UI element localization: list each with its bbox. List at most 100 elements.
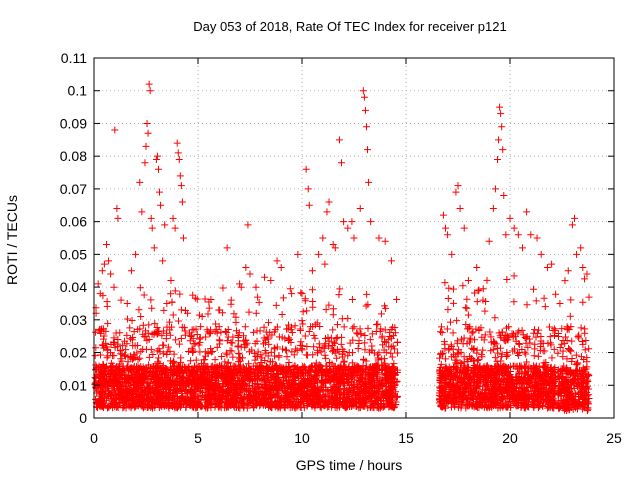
noise-point [361, 346, 369, 354]
noise-point [329, 305, 337, 313]
noise-point [343, 373, 351, 381]
noise-point [216, 362, 224, 370]
noise-point [492, 369, 500, 377]
noise-point [533, 392, 541, 400]
noise-point [250, 328, 258, 336]
noise-point [475, 286, 483, 294]
noise-point [507, 375, 515, 383]
noise-point [270, 344, 278, 352]
noise-point [308, 379, 316, 387]
noise-point [359, 367, 367, 375]
noise-point [384, 380, 392, 388]
noise-point [486, 369, 494, 377]
noise-point [243, 368, 251, 376]
noise-point [437, 323, 445, 331]
noise-point [145, 335, 153, 343]
noise-point [387, 368, 395, 376]
noise-point [241, 341, 249, 349]
noise-point [105, 378, 113, 386]
noise-point [291, 322, 299, 330]
noise-point [510, 392, 518, 400]
noise-point [273, 323, 281, 331]
noise-point [348, 365, 356, 373]
noise-point [223, 363, 231, 371]
noise-point [91, 395, 99, 403]
noise-point [384, 364, 392, 372]
noise-point [359, 402, 367, 410]
noise-point [119, 366, 127, 374]
noise-point [450, 299, 458, 307]
noise-point [248, 346, 256, 354]
noise-point [162, 335, 170, 343]
noise-point [535, 326, 543, 334]
noise-point [496, 380, 504, 388]
noise-point [205, 304, 213, 312]
noise-point [207, 345, 215, 353]
noise-point [558, 325, 566, 333]
noise-point [585, 293, 593, 301]
noise-point [262, 336, 270, 344]
noise-point [370, 404, 378, 412]
noise-point [203, 326, 211, 334]
noise-point [128, 317, 136, 325]
noise-point [523, 301, 531, 309]
noise-point [287, 326, 295, 334]
noise-point [531, 379, 539, 387]
noise-point [373, 321, 381, 329]
noise-point [294, 398, 302, 406]
noise-point [160, 341, 168, 349]
noise-point [185, 363, 193, 371]
noise-point [438, 329, 446, 337]
noise-point [278, 366, 286, 374]
noise-point [478, 353, 486, 361]
noise-point [339, 367, 347, 375]
noise-point [530, 362, 538, 370]
noise-point [235, 358, 243, 366]
noise-point [266, 358, 274, 366]
noise-point [156, 348, 164, 356]
noise-point [122, 346, 130, 354]
noise-point [171, 287, 179, 295]
noise-point [530, 387, 538, 395]
noise-point [147, 364, 155, 372]
noise-point [354, 345, 362, 353]
noise-point [364, 301, 372, 309]
noise-point [563, 337, 571, 345]
noise-point [124, 372, 132, 380]
noise-point [394, 349, 402, 357]
noise-point [307, 397, 315, 405]
noise-point [349, 401, 357, 409]
noise-point [275, 333, 283, 341]
noise-point [290, 369, 298, 377]
noise-point [212, 320, 220, 328]
noise-point [452, 372, 460, 380]
noise-point [393, 368, 401, 376]
noise-point [271, 384, 279, 392]
noise-point [135, 392, 143, 400]
noise-point [334, 391, 342, 399]
noise-point [116, 347, 124, 355]
noise-point [471, 336, 479, 344]
noise-point [156, 360, 164, 368]
noise-point [221, 358, 229, 366]
noise-point [532, 333, 540, 341]
noise-point [211, 372, 219, 380]
noise-point [385, 343, 393, 351]
noise-point [344, 314, 352, 322]
noise-point [311, 334, 319, 342]
noise-point [221, 401, 229, 409]
noise-point [212, 381, 220, 389]
noise-point [536, 375, 544, 383]
noise-point [130, 380, 138, 388]
noise-point [239, 395, 247, 403]
noise-point [346, 339, 354, 347]
noise-point [325, 403, 333, 411]
noise-point [363, 290, 371, 298]
noise-point [192, 356, 200, 364]
noise-point [388, 353, 396, 361]
noise-point [444, 294, 452, 302]
noise-point [546, 333, 554, 341]
noise-point [180, 396, 188, 404]
noise-point [211, 356, 219, 364]
noise-point [181, 387, 189, 395]
